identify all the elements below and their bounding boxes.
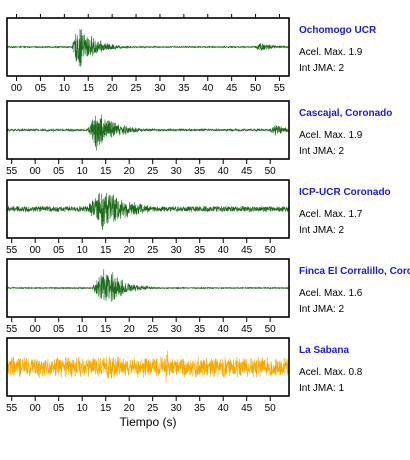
waveform-trace bbox=[6, 269, 290, 302]
tick-label: 50 bbox=[265, 245, 277, 256]
station-name: ICP-UCR Coronado bbox=[299, 187, 391, 198]
int-jma-label: Int JMA: 2 bbox=[299, 304, 344, 315]
tick-label: 45 bbox=[241, 166, 253, 177]
tick-label: 25 bbox=[147, 166, 159, 177]
tick-label: 30 bbox=[171, 403, 183, 414]
tick-label: 40 bbox=[218, 166, 230, 177]
tick-label: 45 bbox=[241, 245, 253, 256]
acel-max-label: Acel. Max. 0.8 bbox=[299, 367, 363, 378]
tick-label: 25 bbox=[147, 403, 159, 414]
panel-frame bbox=[6, 258, 290, 318]
tick-label: 25 bbox=[147, 245, 159, 256]
tick-label: 20 bbox=[107, 83, 119, 94]
waveform-trace bbox=[6, 192, 290, 230]
int-jma-label: Int JMA: 2 bbox=[299, 63, 344, 74]
tick-label: 15 bbox=[83, 83, 95, 94]
station-panel: 00 05 10 15 20 25 30 35 40 45 50 55 Ochomogo UCR Acel… bbox=[6, 14, 377, 94]
tick-label: 55 bbox=[6, 403, 18, 414]
tick-label: 40 bbox=[218, 403, 230, 414]
tick-label: 15 bbox=[100, 166, 112, 177]
tick-label: 00 bbox=[30, 166, 42, 177]
tick-label: 15 bbox=[100, 403, 112, 414]
int-jma-label: Int JMA: 2 bbox=[299, 225, 344, 236]
tick-label: 05 bbox=[35, 83, 47, 94]
tick-label: 30 bbox=[171, 324, 183, 335]
panel-frame bbox=[6, 179, 290, 239]
panel-frame bbox=[6, 100, 290, 160]
tick-label: 30 bbox=[171, 245, 183, 256]
tick-label: 00 bbox=[30, 245, 42, 256]
int-jma-label: Int JMA: 1 bbox=[299, 383, 344, 394]
tick-label: 50 bbox=[265, 403, 277, 414]
tick-label: 25 bbox=[147, 324, 159, 335]
tick-label: 10 bbox=[77, 324, 89, 335]
tick-label: 05 bbox=[53, 324, 65, 335]
tick-label: 00 bbox=[30, 324, 42, 335]
tick-label: 15 bbox=[100, 245, 112, 256]
tick-label: 10 bbox=[77, 166, 89, 177]
station-name: Finca El Corralillo, Corc bbox=[299, 266, 410, 277]
station-panel: 55 00 05 10 15 20 25 30 35 40 45 50 La Sabana Acel. M… bbox=[6, 337, 363, 414]
tick-label: 50 bbox=[250, 83, 262, 94]
station-name: Ochomogo UCR bbox=[299, 25, 377, 36]
station-panel: 55 00 05 10 15 20 25 30 35 40 45 50 ICP-UCR Coronado… bbox=[6, 179, 391, 256]
waveform-trace bbox=[6, 28, 290, 67]
acel-max-label: Acel. Max. 1.6 bbox=[299, 288, 363, 299]
station-panel: 55 00 05 10 15 20 25 30 35 40 45 50 Finca El Corrali… bbox=[6, 258, 410, 335]
station-name: Cascajal, Coronado bbox=[299, 108, 392, 119]
acel-max-label: Acel. Max. 1.7 bbox=[299, 209, 363, 220]
tick-label: 40 bbox=[218, 245, 230, 256]
tick-label: 35 bbox=[194, 166, 206, 177]
tick-label: 55 bbox=[6, 245, 18, 256]
tick-label: 15 bbox=[100, 324, 112, 335]
station-name: La Sabana bbox=[299, 345, 349, 356]
tick-label: 55 bbox=[274, 83, 286, 94]
tick-label: 40 bbox=[202, 83, 214, 94]
tick-label: 50 bbox=[265, 166, 277, 177]
acel-max-label: Acel. Max. 1.9 bbox=[299, 130, 363, 141]
tick-label: 00 bbox=[30, 403, 42, 414]
tick-label: 30 bbox=[154, 83, 166, 94]
tick-label: 45 bbox=[241, 403, 253, 414]
tick-label: 10 bbox=[77, 245, 89, 256]
waveform-trace bbox=[6, 114, 290, 151]
tick-label: 45 bbox=[226, 83, 238, 94]
tick-label: 50 bbox=[265, 324, 277, 335]
tick-label: 35 bbox=[194, 403, 206, 414]
tick-label: 20 bbox=[124, 403, 136, 414]
tick-label: 10 bbox=[77, 403, 89, 414]
tick-label: 00 bbox=[11, 83, 23, 94]
tick-label: 55 bbox=[6, 166, 18, 177]
int-jma-label: Int JMA: 2 bbox=[299, 146, 344, 157]
tick-label: 35 bbox=[178, 83, 190, 94]
tick-label: 05 bbox=[53, 245, 65, 256]
tick-label: 05 bbox=[53, 166, 65, 177]
x-axis-title: Tiempo (s) bbox=[120, 415, 177, 429]
panel-frame bbox=[6, 17, 290, 77]
tick-label: 55 bbox=[6, 324, 18, 335]
tick-label: 40 bbox=[218, 324, 230, 335]
panel-frame bbox=[6, 337, 290, 397]
tick-label: 35 bbox=[194, 245, 206, 256]
tick-label: 20 bbox=[124, 245, 136, 256]
tick-label: 30 bbox=[171, 166, 183, 177]
tick-label: 20 bbox=[124, 166, 136, 177]
tick-label: 35 bbox=[194, 324, 206, 335]
acel-max-label: Acel. Max. 1.9 bbox=[299, 47, 363, 58]
tick-label: 45 bbox=[241, 324, 253, 335]
station-panel: 55 00 05 10 15 20 25 30 35 40 45 50 Cascajal, Corona… bbox=[6, 100, 392, 177]
tick-label: 10 bbox=[59, 83, 71, 94]
tick-label: 20 bbox=[124, 324, 136, 335]
tick-label: 25 bbox=[130, 83, 142, 94]
waveform-trace bbox=[6, 350, 290, 383]
tick-label: 05 bbox=[53, 403, 65, 414]
